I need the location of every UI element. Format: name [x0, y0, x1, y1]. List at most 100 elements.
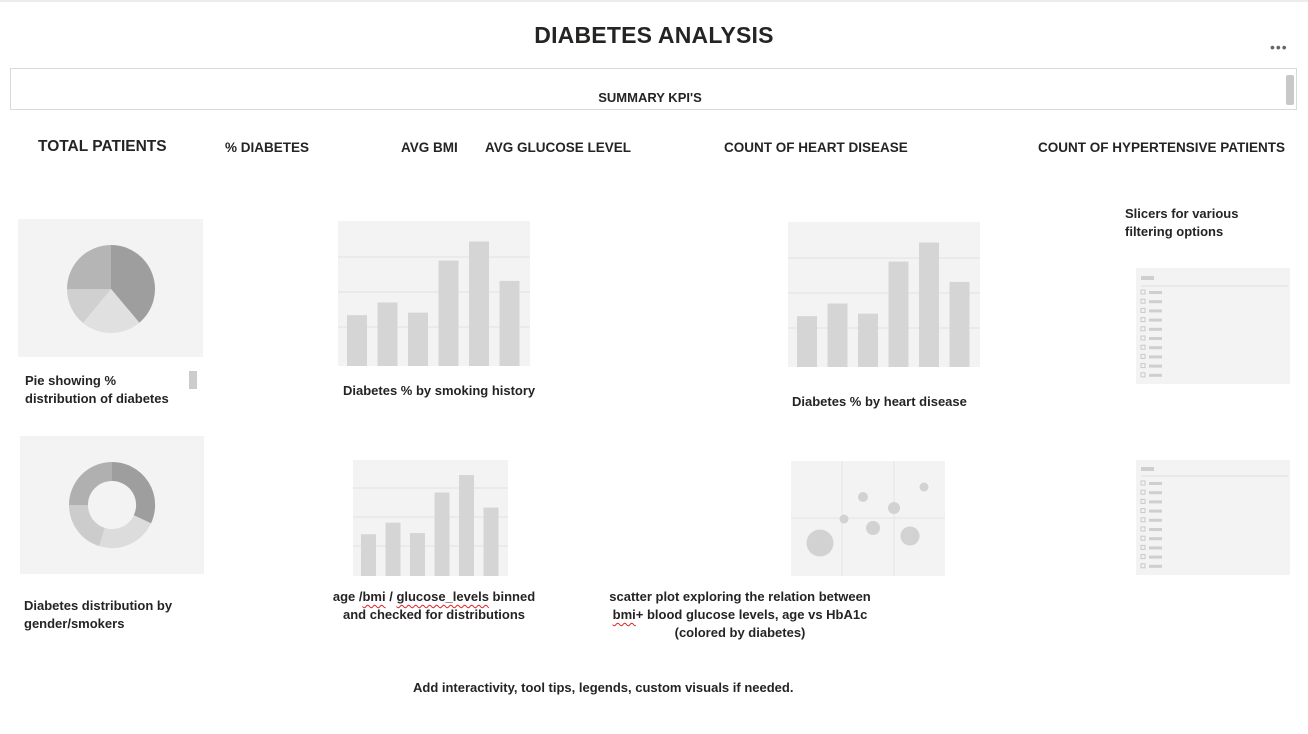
slicer-checkbox: [1140, 344, 1146, 350]
slicer-checkbox: [1140, 317, 1146, 323]
slicer-checkbox: [1140, 298, 1146, 304]
slicer-item-label: [1149, 491, 1162, 495]
placeholder-bar: [347, 315, 367, 366]
more-options-icon[interactable]: •••: [1270, 39, 1288, 55]
bar-chart-icon: [788, 242, 980, 367]
placeholder-bar: [827, 303, 848, 367]
slicer-checkbox: [1140, 535, 1146, 541]
heart-bar-chart-placeholder[interactable]: [788, 222, 980, 367]
placeholder-bar: [361, 534, 376, 576]
bar-chart-icon: [353, 475, 508, 576]
slicer-checkbox: [1140, 563, 1146, 569]
slicer-checkbox: [1140, 498, 1146, 504]
slicer-item-label: [1149, 364, 1162, 368]
slicer-item-label: [1149, 327, 1162, 331]
slicer-item-label: [1149, 528, 1162, 531]
donut-caption: Diabetes distribution by gender/smokers: [24, 597, 172, 633]
placeholder-bar: [949, 281, 970, 367]
donut-caption-line-1: Diabetes distribution by: [24, 598, 173, 613]
pie-chart-placeholder[interactable]: [18, 219, 203, 357]
slicer-checkbox: [1140, 544, 1146, 550]
binned-caption-line-1: age /bmi / glucose_levels binned: [332, 589, 536, 604]
placeholder-bar: [434, 492, 450, 576]
slicer-checkbox: [1140, 307, 1146, 313]
placeholder-bar: [499, 280, 520, 366]
placeholder-bar: [797, 316, 817, 367]
kpi-avg-bmi: AVG BMI: [401, 140, 458, 155]
slicer-item-label: [1149, 537, 1162, 541]
slicer-item-label: [1149, 373, 1162, 377]
scatter-caption: scatter plot exploring the relation betw…: [592, 588, 888, 642]
pie-caption-line-1: Pie showing %: [25, 373, 117, 388]
placeholder-bar: [888, 261, 909, 367]
slicer-checkbox: [1140, 372, 1146, 378]
slicer-item-label: [1149, 555, 1162, 559]
placeholder-bar: [919, 242, 939, 367]
slicers-caption-line-1: Slicers for various: [1125, 206, 1239, 221]
slicer-item-label: [1149, 300, 1162, 304]
pie-caption-line-2: distribution of diabetes: [25, 391, 169, 406]
slicer-item-label: [1149, 564, 1162, 568]
pie-caption: Pie showing % distribution of diabetes: [25, 372, 169, 408]
heart-caption: Diabetes % by heart disease: [792, 394, 967, 409]
slicer-checkbox: [1140, 289, 1146, 295]
kpi-hypertensive-count: COUNT OF HYPERTENSIVE PATIENTS: [1038, 140, 1286, 155]
placeholder-bar: [459, 475, 474, 576]
slicer-item-label: [1149, 500, 1162, 504]
binned-caption: age /bmi / glucose_levels binned and che…: [318, 588, 550, 624]
page-title: DIABETES ANALYSIS: [534, 22, 774, 48]
bar-group: [361, 475, 499, 576]
slicer-checkbox: [1140, 517, 1146, 523]
scatter-caption-line-2: bmi+ blood glucose levels, age vs HbA1c: [612, 607, 868, 622]
slicer-item-label: [1149, 318, 1162, 322]
slicer-checkbox: [1140, 353, 1146, 359]
donut-caption-line-2: gender/smokers: [24, 616, 125, 631]
slicer-checkbox: [1140, 489, 1146, 495]
kpi-scrollbar[interactable]: [1286, 75, 1294, 105]
slicer-item-label: [1149, 355, 1162, 359]
slicer-item-label: [1149, 546, 1162, 550]
donut-chart-placeholder[interactable]: [20, 436, 204, 574]
slicers-caption: Slicers for various filtering options: [1125, 205, 1238, 241]
slicer-icon: [1140, 467, 1288, 569]
slicer-checkbox: [1140, 526, 1146, 532]
placeholder-bar: [410, 533, 425, 576]
smoking-bar-chart-placeholder[interactable]: [338, 221, 530, 366]
pie-icon: [66, 245, 156, 334]
scatter-icon: [791, 461, 945, 576]
slicer-item-label: [1149, 518, 1162, 522]
slicer-checkbox: [1140, 554, 1146, 560]
summary-kpi-label: SUMMARY KPI'S: [598, 90, 702, 105]
slicer-icon: [1140, 276, 1288, 378]
bar-group: [347, 241, 520, 366]
slicer-placeholder-1[interactable]: [1136, 268, 1290, 384]
bar-chart-icon: [338, 241, 530, 366]
scatter-caption-line-1: scatter plot exploring the relation betw…: [609, 589, 871, 604]
binned-caption-line-2: and checked for distributions: [342, 607, 526, 622]
pie-caption-scrollbar[interactable]: [189, 371, 197, 389]
placeholder-bar: [858, 313, 878, 367]
bar-group: [797, 242, 970, 367]
kpi-heart-disease-count: COUNT OF HEART DISEASE: [724, 140, 908, 155]
summary-kpi-container: [10, 68, 1297, 110]
placeholder-bar: [483, 507, 499, 576]
slicer-checkbox: [1140, 326, 1146, 332]
scatter-plot-placeholder[interactable]: [791, 461, 945, 576]
slicer-item-label: [1149, 291, 1162, 294]
placeholder-bar: [377, 302, 398, 366]
smoking-caption: Diabetes % by smoking history: [343, 383, 536, 398]
binned-bar-chart-placeholder[interactable]: [353, 460, 508, 576]
top-divider: [0, 0, 1308, 2]
slicer-placeholder-2[interactable]: [1136, 460, 1290, 575]
placeholder-bar: [438, 260, 459, 366]
kpi-total-patients: TOTAL PATIENTS: [38, 138, 167, 155]
slicer-checkbox: [1140, 335, 1146, 341]
slicer-item-label: [1149, 509, 1162, 513]
slicer-item-label: [1149, 346, 1162, 350]
placeholder-bar: [469, 241, 489, 366]
slicer-checkbox: [1140, 508, 1146, 514]
scatter-caption-line-3: (colored by diabetes): [674, 625, 806, 640]
slicer-item-label: [1149, 482, 1162, 485]
kpi-avg-glucose: AVG GLUCOSE LEVEL: [485, 140, 632, 155]
placeholder-bar: [385, 522, 401, 576]
